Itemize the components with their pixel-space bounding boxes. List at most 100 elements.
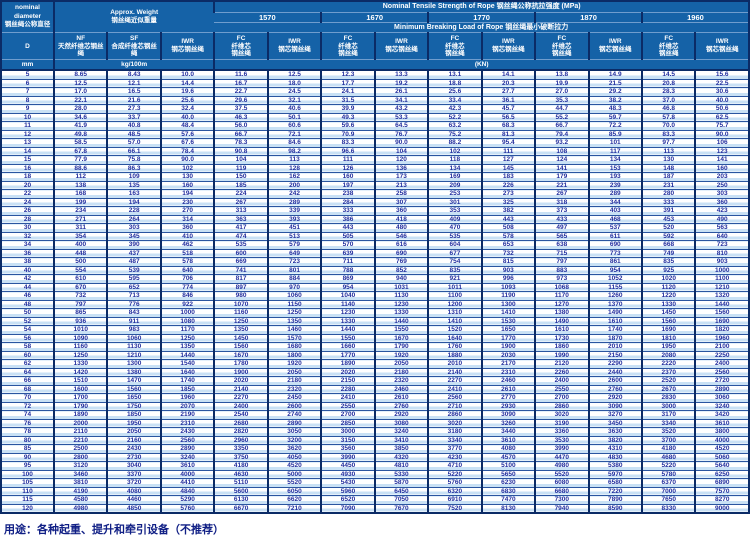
value-cell: 1000 — [694, 266, 749, 275]
value-cell: 16.5 — [106, 87, 161, 97]
table-row: 15 77.9 75.8 90.0 104 113 111 120 118 127 124 134 13… — [1, 155, 749, 165]
value-cell: 311 — [52, 223, 108, 233]
value-cell: 173 — [373, 172, 429, 182]
value-cell: 14.5 — [640, 70, 696, 80]
value-cell: 118 — [427, 155, 482, 165]
value-cell: 6130 — [213, 495, 268, 505]
value-cell: 333 — [640, 198, 696, 207]
value-cell: 12.1 — [106, 79, 161, 88]
value-cell: 34.1 — [373, 96, 429, 105]
value-cell: 954 — [320, 283, 375, 292]
diameter-cell: 20 — [1, 181, 54, 190]
value-cell: 109 — [106, 172, 161, 182]
value-cell: 8590 — [587, 504, 642, 514]
value-cell: 1530 — [480, 317, 536, 326]
value-cell: 5000 — [266, 470, 322, 479]
value-cell: 1250 — [213, 317, 268, 326]
strength-title-en: Nominal Tensile Strength of Rope — [382, 3, 495, 10]
value-cell: 18.8 — [427, 79, 482, 88]
value-cell: 40.0 — [159, 113, 215, 122]
value-cell: 3420 — [694, 410, 749, 420]
value-cell: 1300 — [106, 359, 161, 369]
table-row: 20 138 135 160 185 200 197 213 209 226 221 239 231 25… — [1, 181, 749, 190]
value-cell: 410 — [159, 232, 215, 241]
value-cell: 1380 — [106, 368, 161, 377]
value-cell: 706 — [159, 274, 215, 284]
value-cell: 2180 — [373, 368, 429, 377]
value-cell: 46.8 — [640, 104, 696, 114]
value-cell: 5110 — [213, 478, 268, 488]
value-cell: 24.5 — [266, 87, 322, 97]
value-cell: 2310 — [159, 419, 215, 428]
value-cell: 518 — [159, 249, 215, 258]
value-cell: 563 — [694, 223, 749, 233]
value-cell: 102 — [427, 147, 482, 156]
value-cell: 19.9 — [534, 79, 589, 88]
value-cell: 14.1 — [480, 70, 536, 80]
value-cell: 2170 — [480, 359, 536, 369]
value-cell: 505 — [320, 232, 375, 241]
value-cell: 194 — [106, 198, 161, 207]
diameter-cell: 8 — [1, 96, 54, 105]
value-cell: 53.3 — [373, 113, 429, 122]
value-cell: 3630 — [587, 427, 642, 437]
value-cell: 1470 — [106, 376, 161, 386]
value-cell: 852 — [373, 266, 429, 275]
table-row: 66 1510 1470 1740 2020 2180 2150 2320 2270 2460 24… — [1, 376, 749, 386]
value-cell: 884 — [266, 274, 322, 284]
value-cell: 592 — [640, 232, 696, 241]
value-cell: 2050 — [106, 427, 161, 437]
value-cell: 1250 — [52, 351, 108, 360]
value-cell: 50.1 — [266, 113, 322, 122]
value-cell: 393 — [266, 215, 322, 224]
diameter-cell: 6 — [1, 79, 54, 88]
value-cell: 2010 — [587, 342, 642, 352]
value-cell: 535 — [427, 232, 482, 241]
diameter-cell: 70 — [1, 393, 54, 403]
value-cell: 3040 — [106, 461, 161, 471]
diameter-cell: 74 — [1, 410, 54, 420]
value-cell: 78.3 — [213, 138, 268, 148]
value-cell: 537 — [587, 223, 642, 233]
value-cell: 83.3 — [320, 138, 375, 148]
diameter-cell: 42 — [1, 274, 54, 284]
table-row: 58 1160 1130 1350 1560 1680 1660 1790 1760 1900 18… — [1, 342, 749, 352]
diameter-cell: 80 — [1, 436, 54, 445]
value-cell: 7520 — [427, 504, 482, 514]
value-cell: 797 — [534, 257, 589, 267]
value-cell: 226 — [480, 181, 536, 190]
value-cell: 554 — [52, 266, 108, 275]
value-cell: 546 — [373, 232, 429, 241]
diameter-header: nominal diameter 钢丝绳公称直径 — [1, 1, 54, 33]
value-cell: 638 — [534, 240, 589, 250]
value-cell: 33.7 — [106, 113, 161, 122]
value-cell: 7650 — [640, 495, 696, 505]
value-cell: 34.6 — [52, 113, 108, 122]
table-row: 70 1700 1650 1960 2270 2450 2410 2610 2560 2770 27… — [1, 393, 749, 403]
value-cell: 224 — [213, 189, 268, 199]
value-cell: 102 — [159, 164, 215, 173]
value-cell: 345 — [106, 232, 161, 241]
value-cell: 1640 — [159, 368, 215, 377]
value-cell: 163 — [106, 189, 161, 199]
value-cell: 10.0 — [159, 70, 215, 80]
value-cell: 437 — [106, 249, 161, 258]
value-cell: 1170 — [159, 325, 215, 335]
value-cell: 31.5 — [320, 96, 375, 105]
value-cell: 160 — [159, 181, 215, 190]
table-row: 16 88.6 86.3 102 119 128 126 136 134 145 141 153 148… — [1, 164, 749, 173]
value-cell: 2730 — [106, 453, 161, 462]
value-cell: 2100 — [694, 342, 749, 352]
value-cell: 1560 — [640, 317, 696, 326]
value-cell: 711 — [320, 257, 375, 267]
value-cell: 1040 — [320, 291, 375, 301]
value-cell: 40.0 — [694, 96, 749, 105]
value-cell: 6520 — [320, 495, 375, 505]
diameter-cell: 28 — [1, 215, 54, 224]
value-cell: 640 — [159, 266, 215, 275]
col-iwr-1870: IWR 钢芯钢丝绳 — [587, 32, 642, 60]
value-cell: 911 — [106, 317, 161, 326]
value-cell: 138 — [52, 181, 108, 190]
value-cell: 4180 — [213, 461, 268, 471]
value-cell: 3000 — [320, 427, 375, 437]
